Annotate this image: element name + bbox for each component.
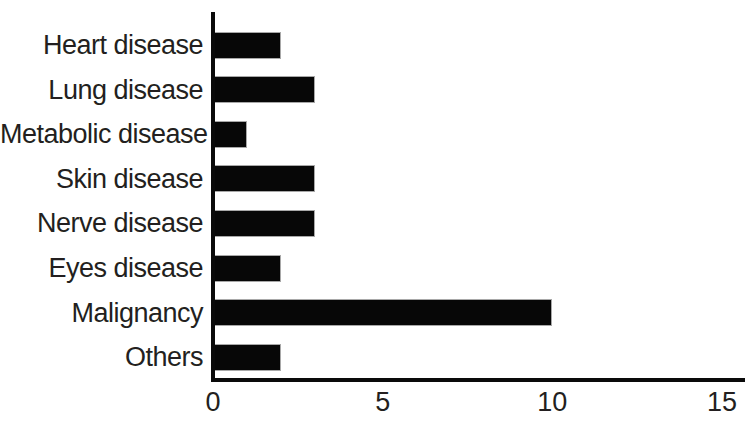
category-label-metabolic-disease: Metabolic disease [0,118,203,150]
category-label-eyes-disease: Eyes disease [0,252,203,284]
bar-others [215,344,281,371]
x-axis [211,378,745,382]
category-label-others: Others [0,341,203,373]
bar-malignancy [215,299,552,326]
x-tick-label-10: 10 [522,388,582,416]
bar-metabolic-disease [215,121,247,148]
bar-eyes-disease [215,255,281,282]
category-label-skin-disease: Skin disease [0,163,203,195]
y-axis [211,12,215,382]
bar-nerve-disease [215,210,315,237]
category-label-lung-disease: Lung disease [0,74,203,106]
bar-chart: Heart disease Lung disease Metabolic disea… [0,0,755,425]
bar-skin-disease [215,165,315,192]
x-tick-label-5: 5 [353,388,413,416]
bar-lung-disease [215,76,315,103]
category-label-heart-disease: Heart disease [0,29,203,61]
bar-heart-disease [215,32,281,59]
x-tick-label-0: 0 [183,388,243,416]
x-tick-label-15: 15 [692,388,752,416]
category-label-malignancy: Malignancy [0,297,203,329]
category-label-nerve-disease: Nerve disease [0,207,203,239]
